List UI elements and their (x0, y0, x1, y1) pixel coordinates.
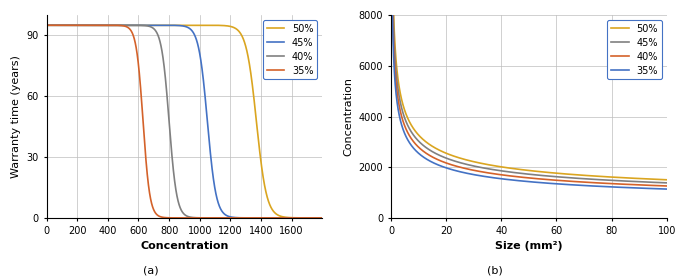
50% (43, 23, 51, 27)
40% (248, 216, 256, 219)
50% (269, 209, 278, 213)
35% (43, 23, 51, 27)
45% (657, 181, 666, 184)
35% (627, 186, 635, 189)
35% (505, 178, 513, 181)
35% (435, 164, 443, 167)
50% (657, 178, 666, 181)
35% (248, 216, 256, 219)
45% (505, 170, 513, 174)
50% (662, 178, 671, 181)
50% (505, 166, 513, 170)
45% (43, 23, 51, 27)
X-axis label: Size (mm²): Size (mm²) (495, 241, 563, 251)
45% (662, 181, 671, 185)
Line: 45%: 45% (391, 2, 666, 183)
45% (93, 23, 101, 27)
45% (627, 180, 635, 183)
50% (148, 23, 156, 27)
45% (207, 166, 216, 169)
Text: (b): (b) (487, 265, 502, 275)
Y-axis label: Concentration: Concentration (343, 77, 353, 156)
50% (207, 24, 216, 27)
40% (148, 26, 156, 29)
40% (318, 216, 326, 219)
Legend: 50%, 45%, 40%, 35%: 50%, 45%, 40%, 35% (263, 20, 317, 79)
35% (269, 216, 278, 219)
40% (387, 1, 395, 4)
50% (435, 148, 443, 152)
45% (248, 216, 256, 219)
X-axis label: Concentration: Concentration (140, 241, 229, 251)
45% (269, 216, 278, 219)
40% (269, 216, 278, 219)
35% (318, 216, 326, 219)
40% (662, 184, 671, 188)
40% (505, 174, 513, 177)
50% (318, 216, 326, 219)
40% (657, 184, 666, 187)
50% (248, 83, 256, 86)
Line: 50%: 50% (47, 25, 322, 218)
Line: 35%: 35% (47, 25, 322, 218)
35% (418, 155, 427, 158)
45% (435, 153, 443, 157)
40% (627, 183, 635, 186)
Line: 45%: 45% (47, 25, 322, 218)
40% (207, 216, 216, 219)
40% (222, 216, 230, 219)
50% (387, 1, 395, 4)
40% (493, 172, 501, 176)
40% (93, 23, 101, 27)
45% (387, 1, 395, 4)
35% (207, 216, 216, 219)
45% (493, 169, 501, 172)
45% (148, 23, 156, 27)
50% (222, 24, 230, 27)
40% (43, 23, 51, 27)
Line: 35%: 35% (391, 2, 666, 189)
35% (657, 187, 666, 190)
Line: 40%: 40% (47, 25, 322, 218)
Legend: 50%, 45%, 40%, 35%: 50%, 45%, 40%, 35% (607, 20, 662, 79)
45% (418, 143, 427, 147)
40% (418, 149, 427, 152)
35% (493, 177, 501, 180)
35% (662, 187, 671, 191)
Y-axis label: Warranty time (years): Warranty time (years) (11, 55, 21, 178)
Text: (a): (a) (144, 265, 159, 275)
35% (93, 23, 101, 27)
50% (627, 176, 635, 180)
50% (418, 137, 427, 141)
35% (387, 1, 395, 4)
35% (148, 203, 156, 206)
35% (222, 216, 230, 219)
40% (435, 158, 443, 162)
45% (318, 216, 326, 219)
45% (222, 213, 230, 217)
50% (93, 23, 101, 27)
Line: 50%: 50% (391, 2, 666, 180)
50% (493, 164, 501, 168)
Line: 40%: 40% (391, 2, 666, 186)
